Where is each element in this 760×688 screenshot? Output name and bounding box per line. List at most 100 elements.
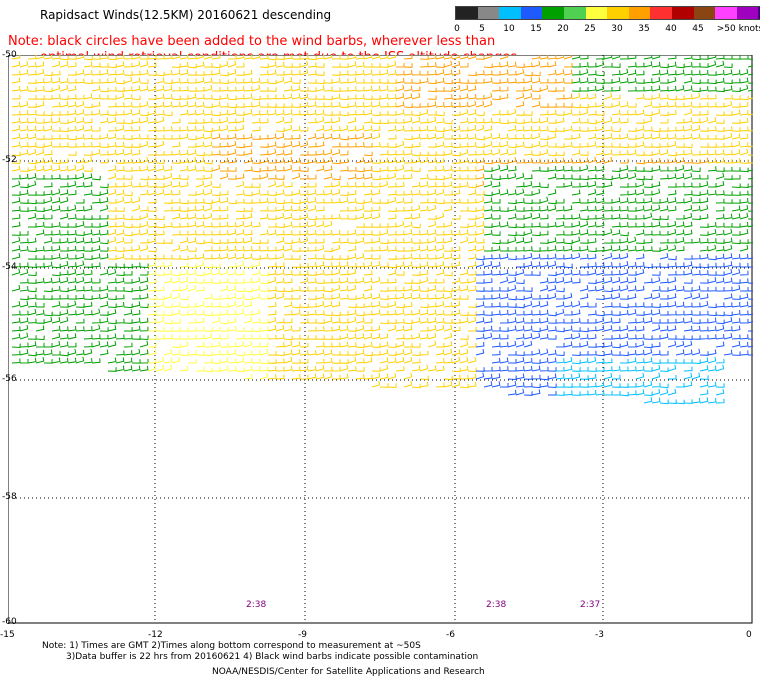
- wind-barb: [235, 214, 245, 220]
- wind-barb: [379, 333, 389, 340]
- wind-barb: [123, 71, 133, 76]
- wind-barb: [723, 85, 733, 92]
- wind-barb: [307, 182, 317, 188]
- wind-barb: [99, 133, 109, 140]
- wind-barb: [299, 101, 309, 108]
- wind-barb: [307, 278, 317, 284]
- legend-label: 35: [638, 24, 650, 34]
- wind-barb: [731, 149, 741, 156]
- wind-barb: [387, 269, 397, 276]
- wind-barb: [19, 85, 29, 92]
- wind-barb: [563, 374, 573, 380]
- wind-barb: [363, 197, 373, 204]
- wind-barb: [43, 141, 53, 148]
- wind-barb: [291, 326, 301, 332]
- wind-barb: [323, 165, 333, 172]
- wind-barb: [147, 247, 157, 253]
- wind-barb: [643, 86, 653, 92]
- wind-barb: [435, 358, 445, 364]
- wind-barb: [571, 236, 581, 244]
- wind-barb: [347, 55, 357, 60]
- wind-barb: [315, 300, 325, 308]
- wind-barb: [259, 109, 269, 116]
- wind-barb: [563, 109, 573, 116]
- wind-barb: [539, 183, 549, 189]
- wind-barb: [91, 109, 101, 116]
- wind-barb: [83, 326, 93, 332]
- wind-barb: [123, 191, 133, 197]
- wind-barb: [299, 365, 309, 372]
- wind-barb: [131, 229, 141, 236]
- wind-barb: [155, 261, 165, 268]
- wind-barb: [715, 157, 725, 164]
- wind-barb: [339, 124, 349, 132]
- wind-barb: [179, 133, 189, 140]
- wind-barb: [675, 173, 685, 180]
- wind-barb: [459, 93, 469, 100]
- wind-barb: [579, 375, 589, 380]
- wind-barb: [547, 109, 557, 116]
- wind-barb: [51, 188, 61, 196]
- wind-barb: [475, 367, 485, 372]
- wind-barb: [715, 239, 725, 244]
- wind-barb: [427, 182, 437, 188]
- wind-barb: [491, 214, 501, 220]
- wind-barb: [427, 332, 437, 340]
- wind-barb: [547, 253, 557, 260]
- wind-barb: [563, 301, 573, 308]
- wind-barb: [139, 206, 149, 212]
- wind-barb: [555, 276, 565, 284]
- wind-barb: [115, 263, 125, 269]
- wind-barb: [123, 238, 133, 244]
- wind-barb: [331, 293, 341, 300]
- wind-barb: [235, 62, 245, 68]
- wind-barb: [99, 69, 109, 76]
- wind-barb: [443, 332, 453, 340]
- wind-barb: [491, 164, 501, 172]
- wind-barb: [67, 143, 77, 148]
- wind-barb: [443, 69, 453, 76]
- wind-barb: [475, 111, 485, 117]
- wind-barb: [411, 351, 421, 357]
- wind-barb: [115, 237, 125, 244]
- wind-barb: [419, 333, 429, 340]
- wind-barb: [203, 222, 213, 228]
- wind-barb: [59, 189, 69, 196]
- wind-barb: [667, 133, 677, 140]
- wind-barb: [347, 245, 357, 252]
- wind-barb: [35, 309, 45, 316]
- wind-barb: [291, 341, 301, 348]
- wind-barb: [611, 63, 621, 68]
- wind-barb: [571, 126, 581, 132]
- wind-barb: [587, 237, 597, 244]
- wind-barb: [547, 260, 557, 268]
- wind-barb: [667, 262, 677, 268]
- wind-barb: [147, 286, 157, 292]
- wind-barb: [219, 172, 229, 180]
- wind-barb: [171, 244, 181, 252]
- wind-barb: [467, 100, 477, 108]
- wind-barb: [363, 277, 373, 284]
- wind-barb: [267, 229, 277, 236]
- wind-barb: [619, 214, 629, 220]
- wind-barb: [243, 142, 253, 148]
- wind-barb: [347, 125, 357, 132]
- wind-barb: [163, 125, 173, 132]
- wind-barb: [299, 229, 309, 236]
- wind-barb: [707, 349, 717, 356]
- wind-barb: [227, 140, 237, 148]
- wind-barb: [435, 238, 445, 244]
- wind-barb: [91, 198, 101, 204]
- wind-barb: [499, 174, 509, 180]
- wind-barb: [587, 350, 597, 356]
- wind-barb: [251, 308, 261, 316]
- wind-barb: [347, 134, 357, 140]
- wind-barb: [707, 229, 717, 236]
- wind-barb: [91, 334, 101, 340]
- wind-barb: [683, 255, 693, 260]
- wind-barb: [11, 206, 21, 212]
- wind-barb: [91, 85, 101, 92]
- wind-barb: [427, 55, 437, 60]
- wind-barb: [707, 311, 717, 317]
- wind-barb: [67, 94, 77, 100]
